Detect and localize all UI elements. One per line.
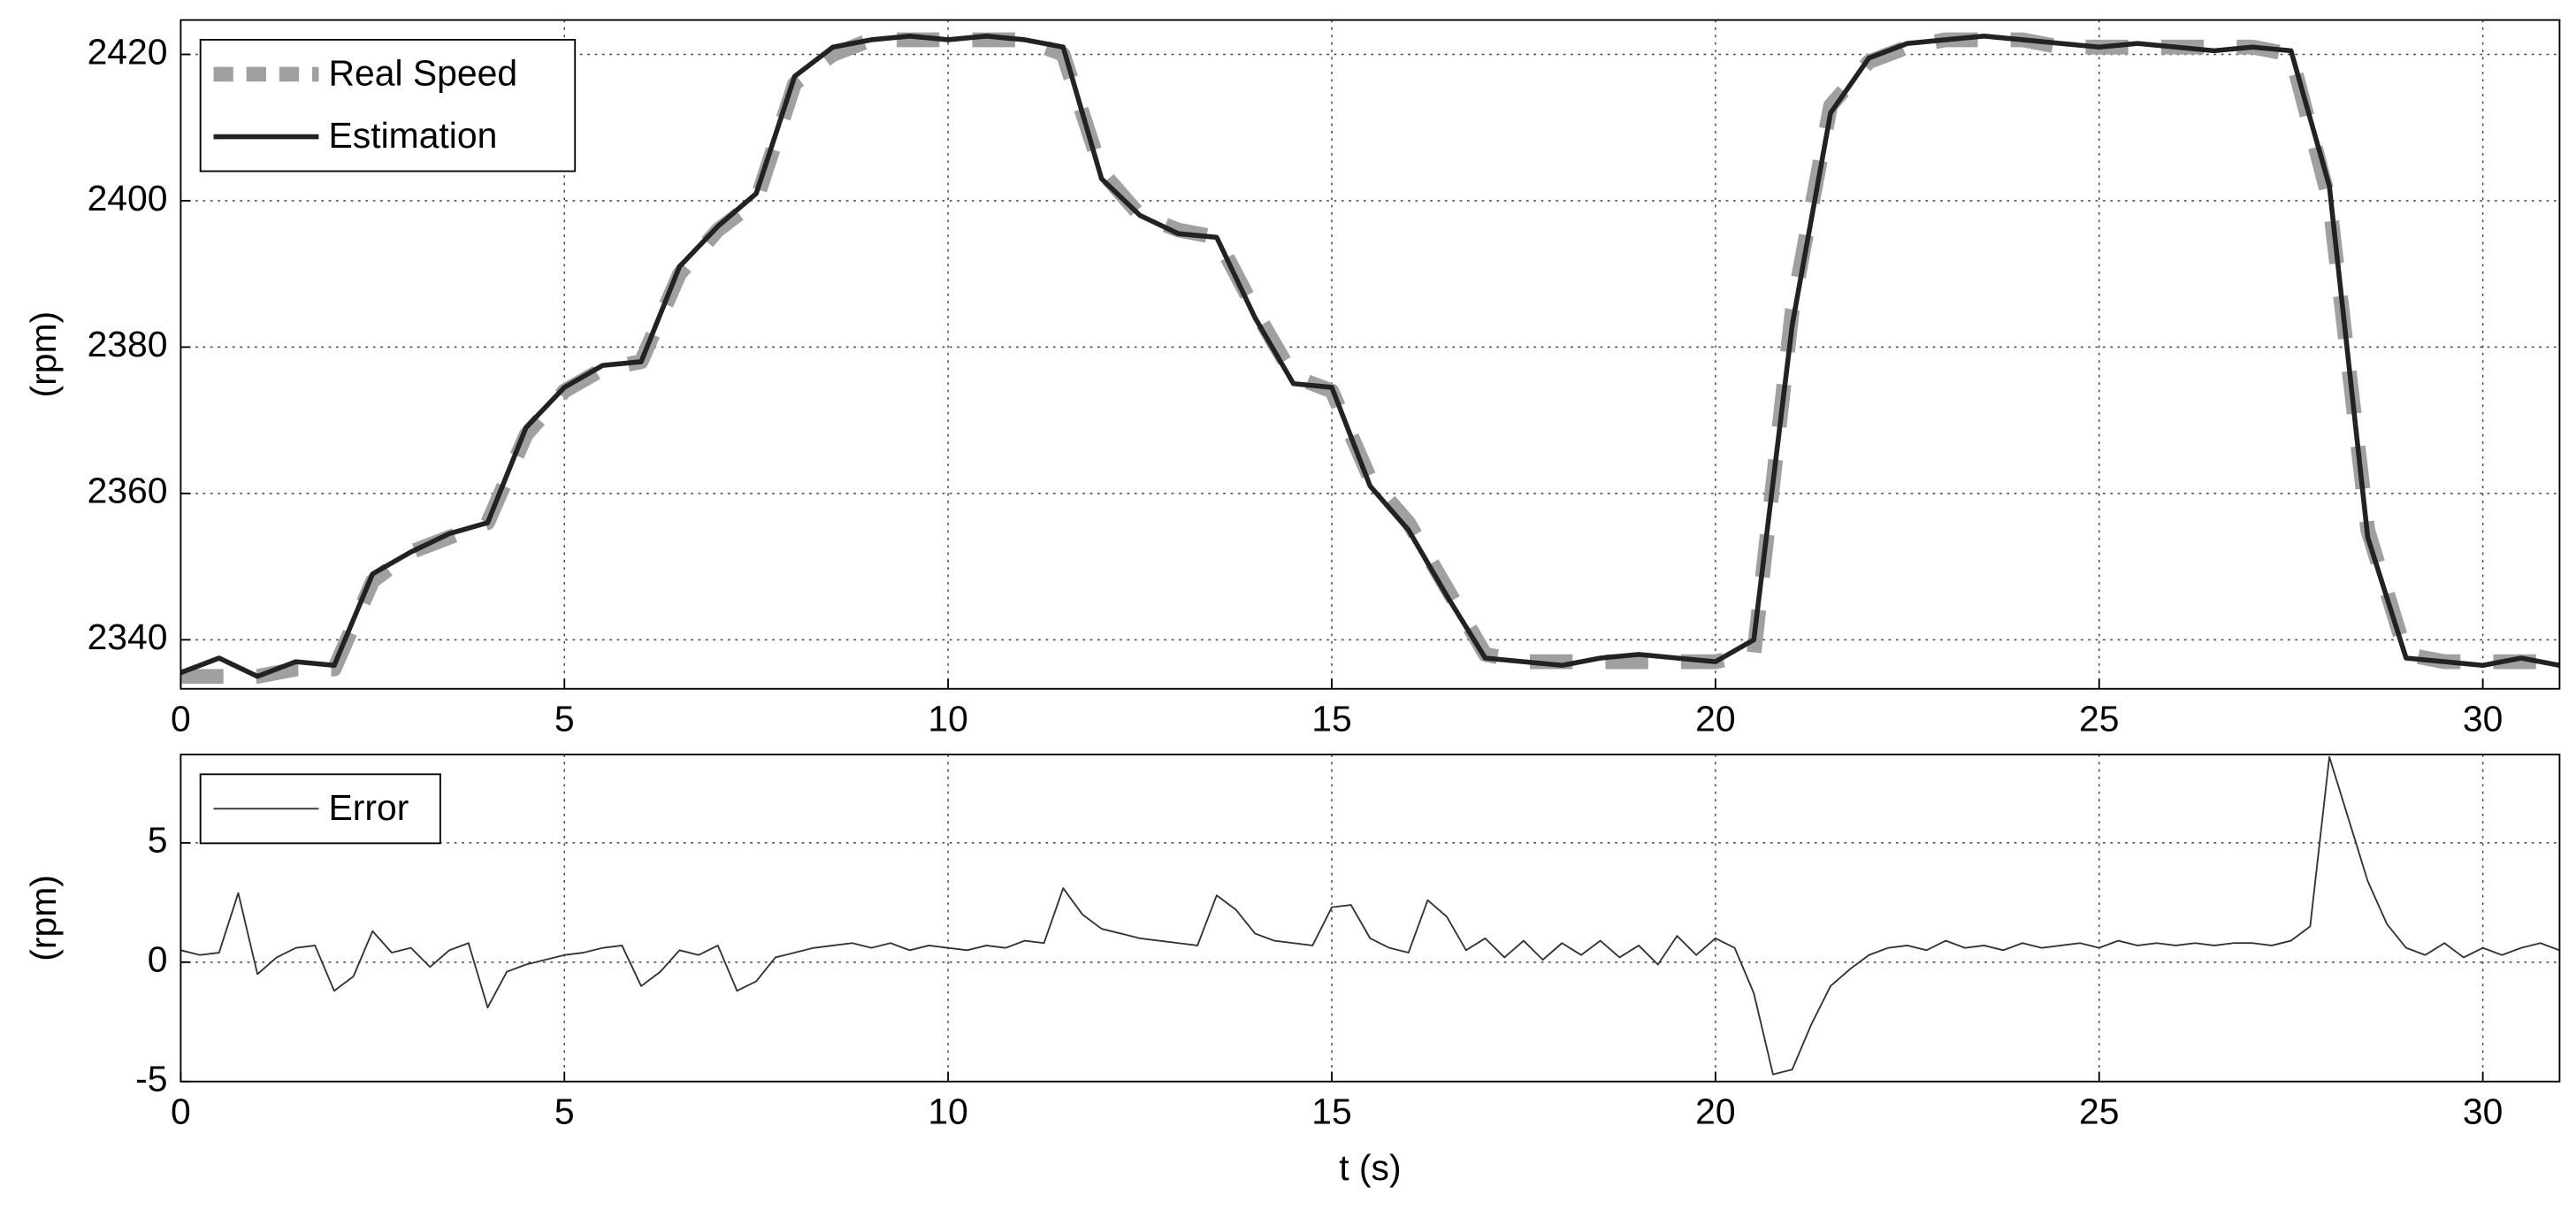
x-tick-label: 20 bbox=[1695, 699, 1735, 739]
legend-box bbox=[199, 38, 577, 172]
x-tick-label: 20 bbox=[1695, 1091, 1735, 1132]
legend-label: Real Speed bbox=[329, 53, 518, 94]
y-tick-label: 2340 bbox=[88, 616, 168, 657]
x-tick-label: 10 bbox=[928, 1091, 967, 1132]
legend-label: Estimation bbox=[329, 115, 498, 156]
x-tick-label: 5 bbox=[554, 699, 575, 739]
plot-frame bbox=[180, 19, 2561, 690]
x-tick-label: 25 bbox=[2079, 1091, 2119, 1132]
y-tick-label: -5 bbox=[135, 1059, 167, 1099]
y-tick-label: 2420 bbox=[88, 31, 168, 72]
y-tick-label: 0 bbox=[148, 939, 168, 980]
y-axis-label: (rpm) bbox=[23, 311, 64, 398]
x-tick-label: 30 bbox=[2463, 1091, 2503, 1132]
x-tick-label: 0 bbox=[171, 1091, 191, 1132]
x-tick-label: 0 bbox=[171, 699, 191, 739]
x-tick-label: 25 bbox=[2079, 699, 2119, 739]
plot-frame bbox=[180, 754, 2561, 1083]
x-tick-label: 15 bbox=[1311, 699, 1351, 739]
x-tick-label: 5 bbox=[554, 1091, 575, 1132]
x-tick-label: 10 bbox=[928, 699, 967, 739]
y-tick-label: 2360 bbox=[88, 471, 168, 511]
legend-label: Error bbox=[329, 787, 409, 828]
y-tick-label: 2400 bbox=[88, 178, 168, 218]
x-tick-label: 15 bbox=[1311, 1091, 1351, 1132]
y-tick-label: 2380 bbox=[88, 324, 168, 364]
y-axis-label: (rpm) bbox=[23, 875, 64, 961]
data-line bbox=[180, 755, 2560, 1076]
x-tick-label: 30 bbox=[2463, 699, 2503, 739]
y-tick-label: 5 bbox=[148, 820, 168, 861]
data-line bbox=[180, 34, 2560, 679]
x-axis-label: t (s) bbox=[1339, 1147, 1401, 1188]
